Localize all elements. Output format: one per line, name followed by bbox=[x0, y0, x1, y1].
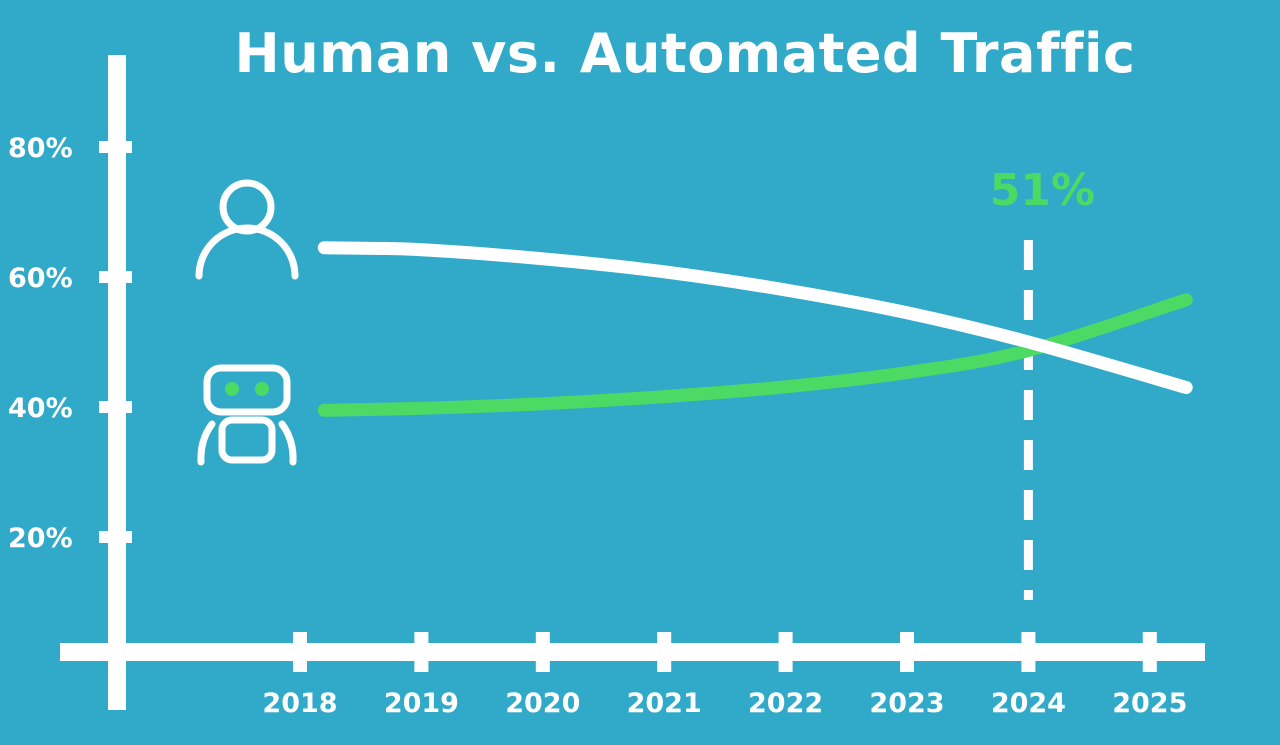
chart-title: Human vs. Automated Traffic bbox=[234, 22, 1136, 85]
x-tick-label: 2021 bbox=[627, 688, 702, 719]
y-tick-label: 80% bbox=[8, 133, 73, 164]
x-tick-label: 2020 bbox=[505, 688, 580, 719]
x-tick-label: 2024 bbox=[991, 688, 1066, 719]
annotation-label: 51% bbox=[990, 165, 1095, 216]
y-tick-label: 60% bbox=[8, 263, 73, 294]
person-icon bbox=[195, 179, 299, 280]
y-tick-label: 40% bbox=[8, 393, 73, 424]
x-tick-label: 2023 bbox=[869, 688, 944, 719]
x-tick-label: 2022 bbox=[748, 688, 823, 719]
human-traffic-line bbox=[317, 241, 1193, 394]
bot-traffic-line bbox=[317, 293, 1193, 417]
x-tick-label: 2025 bbox=[1112, 688, 1187, 719]
x-tick-label: 2018 bbox=[262, 688, 337, 719]
robot-icon bbox=[197, 364, 297, 466]
y-tick-label: 20% bbox=[8, 523, 73, 554]
x-tick-label: 2019 bbox=[384, 688, 459, 719]
